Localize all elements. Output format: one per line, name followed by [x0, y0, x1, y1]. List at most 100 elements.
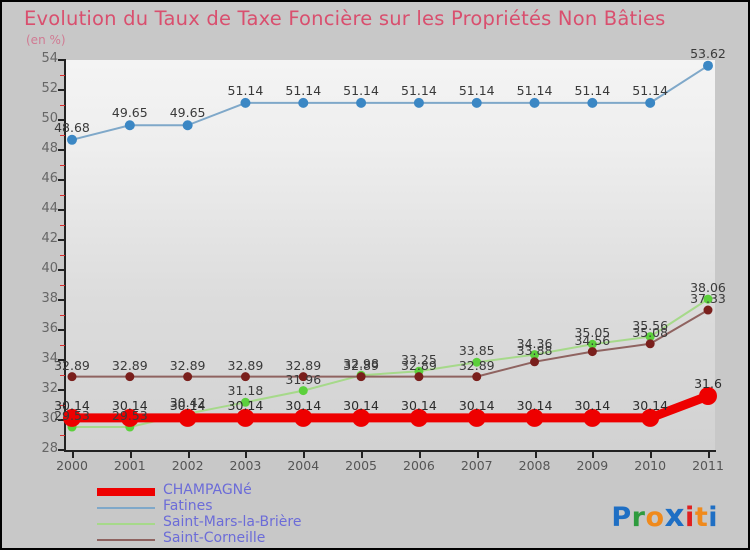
y-tick-major [58, 149, 65, 151]
x-tick [534, 452, 537, 458]
legend-swatch [97, 539, 155, 541]
point-value-label: 38.06 [690, 280, 726, 296]
x-tick [361, 452, 364, 458]
x-tick-label: 2009 [576, 458, 609, 473]
y-tick-minor [60, 255, 65, 256]
logo-letter: t [694, 502, 709, 533]
logo-letter: r [631, 502, 646, 533]
point-value-label: 32.89 [401, 357, 437, 373]
x-tick-label: 2006 [403, 458, 435, 473]
y-tick-label: 48 [41, 141, 58, 156]
y-tick-minor [60, 225, 65, 226]
y-tick-minor [60, 285, 65, 286]
legend-item[interactable]: Saint-Corneille [97, 530, 427, 548]
proxiti-logo[interactable]: Proxiti [611, 498, 718, 534]
point-value-label: 30.14 [458, 397, 495, 413]
legend-item[interactable]: Fatines [97, 498, 427, 516]
point-value-label: 30.14 [54, 397, 90, 413]
x-tick-label: 2004 [287, 458, 320, 473]
x-axis-line [64, 450, 716, 452]
point-value-label: 30.14 [285, 397, 322, 413]
x-tick-label: 2002 [171, 458, 204, 473]
y-tick-label: 28 [41, 441, 58, 456]
point-value-label: 30.14 [343, 397, 379, 413]
y-tick-major [58, 359, 65, 361]
x-tick-label: 2005 [345, 458, 377, 473]
point-value-label: 49.65 [111, 105, 148, 121]
y-tick-minor [60, 345, 65, 346]
point-value-label: 30.14 [632, 397, 669, 413]
y-tick-major [58, 269, 65, 271]
point-value-label: 29.53 [54, 408, 90, 424]
point-value-label: 35.05 [574, 325, 611, 341]
logo-letter: i [685, 502, 695, 533]
legend-item[interactable]: Saint-Mars-la-Brière [97, 514, 427, 532]
point-value-label: 31.6 [694, 376, 722, 391]
point-value-label: 32.89 [227, 357, 264, 373]
page-title: Evolution du Taux de Taxe Foncière sur l… [24, 7, 666, 30]
point-value-label: 51.14 [574, 82, 611, 98]
y-tick-minor [60, 75, 65, 76]
y-tick-label: 36 [41, 321, 58, 336]
point-value-label: 32.98 [343, 356, 379, 372]
y-tick-label: 44 [41, 201, 58, 216]
point-value-label: 34.56 [574, 332, 611, 348]
point-value-label: 51.14 [343, 82, 379, 98]
legend-label: CHAMPAGNé [163, 482, 252, 498]
point-value-label: 32.89 [169, 357, 206, 373]
legend-item[interactable]: CHAMPAGNé [97, 482, 427, 500]
point-value-label: 31.18 [227, 383, 264, 399]
x-tick [303, 452, 306, 458]
y-tick-label: 42 [41, 231, 58, 246]
point-value-label: 32.89 [458, 357, 495, 373]
point-value-label: 35.08 [632, 324, 669, 340]
point-value-label: 53.62 [690, 45, 726, 61]
point-value-label: 51.14 [632, 82, 669, 98]
y-tick-label: 34 [41, 351, 58, 366]
y-tick-minor [60, 435, 65, 436]
point-value-label: 30.14 [169, 397, 206, 413]
point-value-label: 30.14 [227, 397, 264, 413]
point-value-label: 32.89 [111, 357, 148, 373]
y-tick-major [58, 89, 65, 91]
legend-label: Saint-Corneille [163, 530, 266, 546]
x-tick [187, 452, 190, 458]
x-tick-label: 2007 [460, 458, 493, 473]
chart-legend: CHAMPAGNé Fatines Saint-Mars-la-Brière Sain… [97, 482, 427, 548]
legend-label: Fatines [163, 498, 213, 514]
y-tick-minor [60, 135, 65, 136]
point-value-label: 33.88 [516, 342, 553, 358]
x-tick-label: 2000 [56, 458, 88, 473]
legend-swatch [97, 507, 155, 509]
point-value-label: 32.89 [54, 357, 90, 373]
y-tick-label: 32 [41, 381, 58, 396]
point-value-label: 32.89 [285, 357, 322, 373]
x-tick-label: 2001 [113, 458, 146, 473]
point-value-label: 30.14 [111, 397, 148, 413]
point-value-label: 30.14 [516, 397, 553, 413]
point-value-label: 34.36 [516, 335, 553, 351]
point-value-label: 48.68 [54, 119, 90, 135]
y-tick-label: 30 [41, 411, 58, 426]
y-tick-label: 50 [41, 111, 58, 126]
logo-letter: o [645, 502, 665, 533]
logo-letter: P [611, 502, 632, 533]
y-tick-label: 38 [41, 291, 58, 306]
y-tick-minor [60, 195, 65, 196]
y-tick-minor [60, 375, 65, 376]
x-tick-label: 2010 [634, 458, 667, 473]
point-value-label: 51.14 [227, 82, 264, 98]
y-tick-label: 52 [41, 81, 58, 96]
x-tick [592, 452, 595, 458]
point-value-label: 30.14 [401, 397, 437, 413]
y-tick-major [58, 239, 65, 241]
y-tick-major [58, 419, 65, 421]
y-tick-minor [60, 315, 65, 316]
legend-swatch [97, 523, 155, 525]
y-tick-major [58, 299, 65, 301]
point-value-label: 32.89 [343, 357, 379, 373]
y-tick-minor [60, 105, 65, 106]
x-tick-label: 2011 [692, 458, 724, 473]
y-tick-major [58, 59, 65, 61]
